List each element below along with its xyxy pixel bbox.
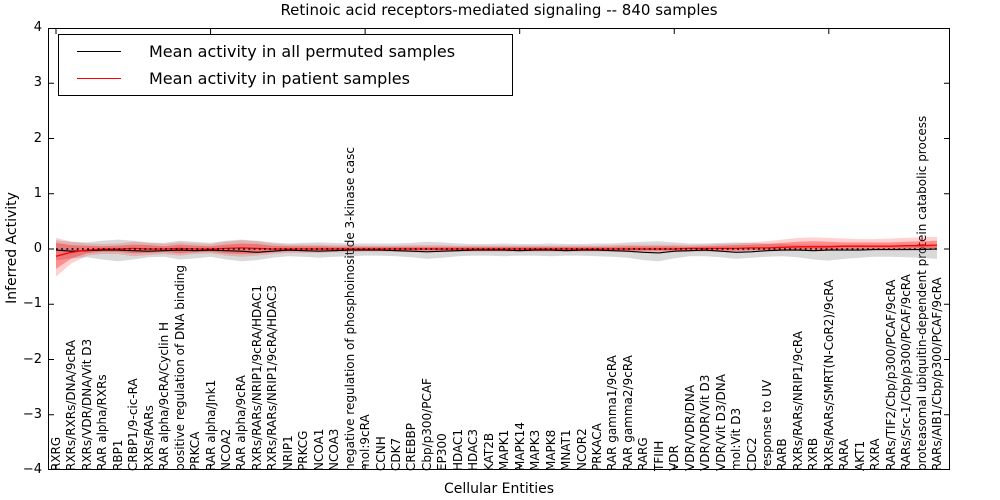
- x-tick-label: PRKACA: [589, 423, 604, 471]
- y-tick-label: 0: [33, 241, 42, 256]
- x-tick-label: VDR/VDR/Vit D3: [698, 374, 713, 471]
- x-tick-label: RXRs/VDR/DNA/Vit D3: [79, 338, 94, 471]
- y-tick-label: 4: [33, 20, 42, 35]
- x-tick-label: PRKCA: [188, 431, 203, 471]
- y-tick-label: −3: [22, 406, 42, 422]
- x-tick-label: VDR/Vit D3/DNA: [713, 374, 728, 471]
- y-tick-label: −4: [22, 462, 42, 477]
- x-tick-label: RXRs/RARs/SMRT(N-CoR2)/9cRA: [821, 279, 836, 471]
- x-tick-label: CRBP1/9-cic-RA: [126, 378, 141, 471]
- legend-item-patient: Mean activity in patient samples: [59, 69, 512, 88]
- x-tick-label: negative regulation of phosphoinositide …: [342, 147, 357, 471]
- x-tick-label: MAPK3: [528, 429, 543, 471]
- x-tick-label: RAR alpha/Jnk1: [203, 379, 218, 471]
- x-tick-label: RAR gamma1/9cRA: [605, 355, 620, 471]
- x-tick-label: CREBBP: [404, 423, 419, 471]
- x-tick-label: RXRs/RARs/NRIP1/9cRA/HDAC3: [265, 284, 280, 471]
- x-tick-label: PRKCG: [296, 430, 311, 471]
- x-tick-label: RXRA: [868, 438, 883, 471]
- x-tick-label: NCOR2: [574, 428, 589, 471]
- x-tick-label: NCOA3: [327, 428, 342, 471]
- x-tick-label: RARs/AIB1/Cbp/p300/PCAF/9cRA: [930, 277, 944, 471]
- x-tick-label: KAT2B: [481, 432, 496, 471]
- x-tick-label: NCOA2: [219, 428, 234, 471]
- legend: Mean activity in all permuted samples Me…: [58, 34, 513, 96]
- x-tick-label: RBP1: [110, 439, 125, 471]
- y-tick-label: 1: [33, 185, 42, 201]
- x-tick-label: CCNH: [373, 436, 388, 471]
- x-tick-label: mol:9cRA: [358, 414, 373, 471]
- x-tick-label: RAR gamma2/9cRA: [620, 355, 635, 471]
- x-tick-label: VDR/VDR/DNA: [682, 384, 697, 471]
- x-tick-label: RAR alpha/RXRs: [95, 374, 110, 471]
- legend-label-permuted: Mean activity in all permuted samples: [149, 42, 456, 62]
- x-axis-label: Cellular Entities: [443, 481, 555, 497]
- permuted-line-swatch: [77, 51, 121, 53]
- x-tick-label: CDC2: [744, 437, 759, 471]
- y-tick-label: −2: [22, 351, 42, 367]
- x-tick-label: MNAT1: [559, 429, 574, 471]
- x-tick-label: RXRs/RARs: [141, 405, 156, 471]
- y-tick-label: −1: [22, 296, 42, 312]
- x-tick-label: EP300: [435, 433, 450, 471]
- x-tick-label: RARA: [837, 438, 852, 471]
- x-tick-label: AKT1: [852, 440, 867, 471]
- x-tick-label: CDK7: [389, 437, 404, 471]
- x-tick-label: RXRs/RARs/NRIP1/9cRA: [790, 331, 805, 471]
- x-tick-label: NCOA1: [311, 428, 326, 471]
- x-tick-label: positive regulation of DNA binding: [172, 265, 187, 471]
- x-tick-label: NRIP1: [280, 435, 295, 471]
- x-tick-label: RXRs/RXRs/DNA/9cRA: [64, 339, 79, 471]
- x-tick-label: RXRB: [806, 437, 821, 471]
- x-tick-label: MAPK14: [512, 422, 527, 471]
- y-tick-label: 3: [33, 75, 42, 91]
- x-tick-label: TFIIH: [651, 440, 666, 471]
- y-tick-label: 2: [33, 130, 42, 146]
- x-tick-label: RARs/Src-1/Cbp/p300/PCAF/9cRA: [899, 274, 914, 471]
- x-tick-label: VDR: [667, 445, 682, 471]
- x-tick-label: MAPK8: [543, 429, 558, 471]
- x-tick-label: RARG: [636, 437, 651, 471]
- x-tick-label: HDAC3: [466, 428, 481, 471]
- x-tick-label: RXRs/RARs/NRIP1/9cRA/HDAC1: [249, 284, 264, 471]
- legend-item-permuted: Mean activity in all permuted samples: [59, 42, 512, 61]
- x-tick-label: proteasomal ubiquitin-dependent protein …: [914, 115, 929, 471]
- x-tick-label: RARB: [775, 438, 790, 471]
- x-tick-label: HDAC1: [450, 428, 465, 471]
- x-tick-label: response to UV: [759, 379, 774, 471]
- chart-title: Retinoic acid receptors-mediated signali…: [280, 1, 718, 19]
- x-tick-label: RXRG: [49, 436, 63, 471]
- patient-line-swatch: [77, 77, 121, 79]
- x-tick-label: RAR alpha/9cRA/Cyclin H: [157, 321, 172, 471]
- legend-label-patient: Mean activity in patient samples: [149, 68, 410, 88]
- x-tick-label: mol:Vit D3: [729, 407, 744, 471]
- x-tick-label: Cbp/p300/PCAF: [419, 378, 434, 471]
- x-tick-label: RARs/TIF2/Cbp/p300/PCAF/9cRA: [883, 279, 898, 471]
- x-tick-label: MAPK1: [497, 429, 512, 471]
- x-tick-label: RAR alpha/9cRA: [234, 375, 249, 471]
